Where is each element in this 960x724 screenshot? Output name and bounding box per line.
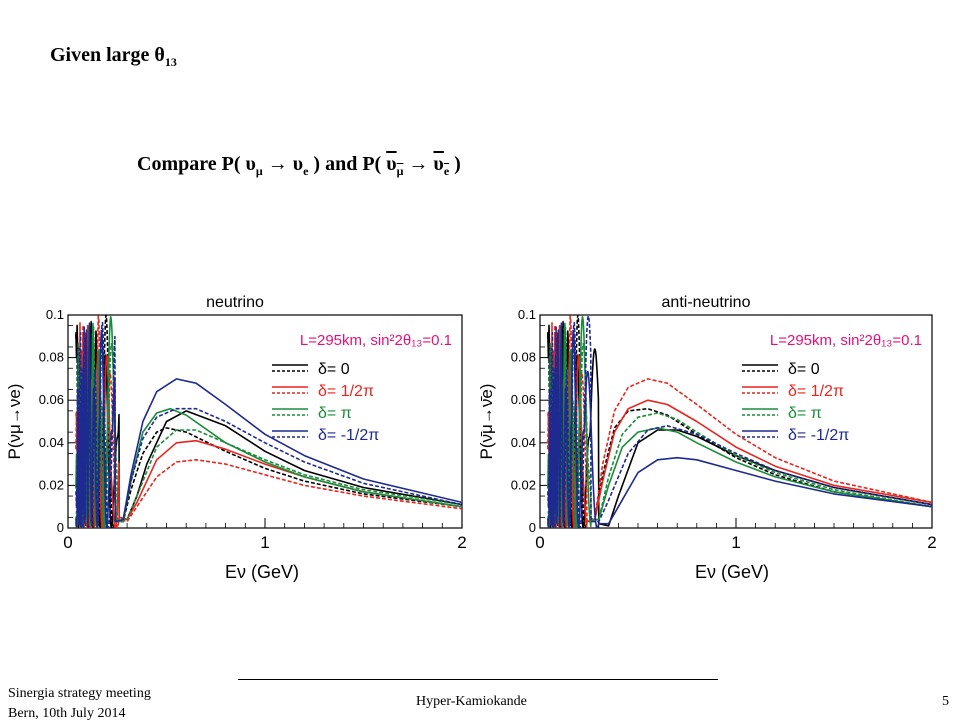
chart1-ytick-label: 0.08 (39, 350, 64, 365)
compare-p1-sub2: e (303, 164, 309, 178)
chart1-ytick-label: 0.02 (39, 477, 64, 492)
compare-arrow1: → υ (262, 153, 304, 175)
chart2-legend-label: δ= 0 (788, 361, 820, 378)
chart2-series-blue-dashed (547, 315, 932, 528)
footer-date: Bern, 10th July 2014 (8, 706, 126, 721)
chart1-series-blue-dashed (75, 321, 462, 528)
chart1-series-blue-solid (75, 322, 462, 528)
compare-mid: ) and P( (308, 153, 387, 175)
chart2-xtick-label: 1 (731, 533, 740, 552)
chart2-xtick-label: 2 (927, 533, 936, 552)
compare-end: ) (449, 153, 461, 175)
footer-meeting: Sinergia strategy meeting (8, 686, 151, 701)
chart1-xtick-label: 1 (260, 533, 269, 552)
page-number: 5 (942, 694, 949, 709)
chart1-ytick-label: 0.04 (39, 435, 64, 450)
chart2-annotation: L=295km, sin²2θ₁₃=0.1 (770, 332, 922, 349)
chart1-ytick-label: 0.06 (39, 392, 64, 407)
chart1-annotation: L=295km, sin²2θ₁₃=0.1 (300, 332, 452, 349)
chart2-xlabel: Eν (GeV) (695, 562, 769, 582)
chart2-legend-label: δ= π (788, 405, 822, 422)
chart1-xlabel: Eν (GeV) (225, 562, 299, 582)
chart1-ytick-label: 0.1 (46, 307, 64, 322)
footer-title: Hyper-Kamiokande (416, 694, 527, 709)
footer-left: Sinergia strategy meeting Bern, 10th Jul… (8, 684, 151, 724)
chart1-legend-label: δ= -1/2π (318, 427, 379, 444)
compare-p1-prefix: Compare P( υ (137, 153, 256, 175)
chart2-xtick-label: 0 (535, 533, 544, 552)
chart2-ylabel: P(ν̄μ→ν̄e) (477, 384, 496, 460)
chart2-title: anti-neutrino (662, 294, 751, 311)
compare-p2-antinu2: υ (433, 153, 444, 175)
compare-statement: Compare P( υμ → υe ) and P( υμ → υe ) (137, 153, 461, 179)
footer-rule (238, 679, 718, 680)
chart2-ytick-label: 0.08 (511, 350, 536, 365)
chart2-ytick-label: 0.02 (511, 477, 536, 492)
chart2-ytick-label: 0.06 (511, 392, 536, 407)
chart1-xtick-label: 2 (457, 533, 466, 552)
compare-p2-sub1: μ (396, 164, 404, 178)
chart1-legend-label: δ= 1/2π (318, 383, 374, 400)
chart2-legend-label: δ= -1/2π (788, 427, 849, 444)
chart1-xtick-label: 0 (63, 533, 72, 552)
compare-arrow2: → (403, 153, 434, 175)
compare-p2-antinu1: υ (386, 153, 397, 175)
chart2-ytick-label: 0.1 (518, 307, 536, 322)
heading-subscript: 13 (164, 55, 177, 69)
chart1-title: neutrino (206, 294, 264, 311)
slide-heading: Given large θ13 (50, 44, 177, 70)
chart2-legend-label: δ= 1/2π (788, 383, 844, 400)
chart2-ytick-label: 0 (529, 520, 536, 535)
chart1-legend-label: δ= π (318, 405, 352, 422)
chart1-legend-label: δ= 0 (318, 361, 350, 378)
heading-text: Given large θ (50, 44, 165, 66)
chart2-ytick-label: 0.04 (511, 435, 536, 450)
chart1-ytick-label: 0 (57, 520, 64, 535)
compare-p1-sub1: μ (255, 164, 263, 178)
chart1-ylabel: P(νμ→νe) (5, 384, 24, 460)
compare-p2-sub2: e (443, 164, 450, 178)
